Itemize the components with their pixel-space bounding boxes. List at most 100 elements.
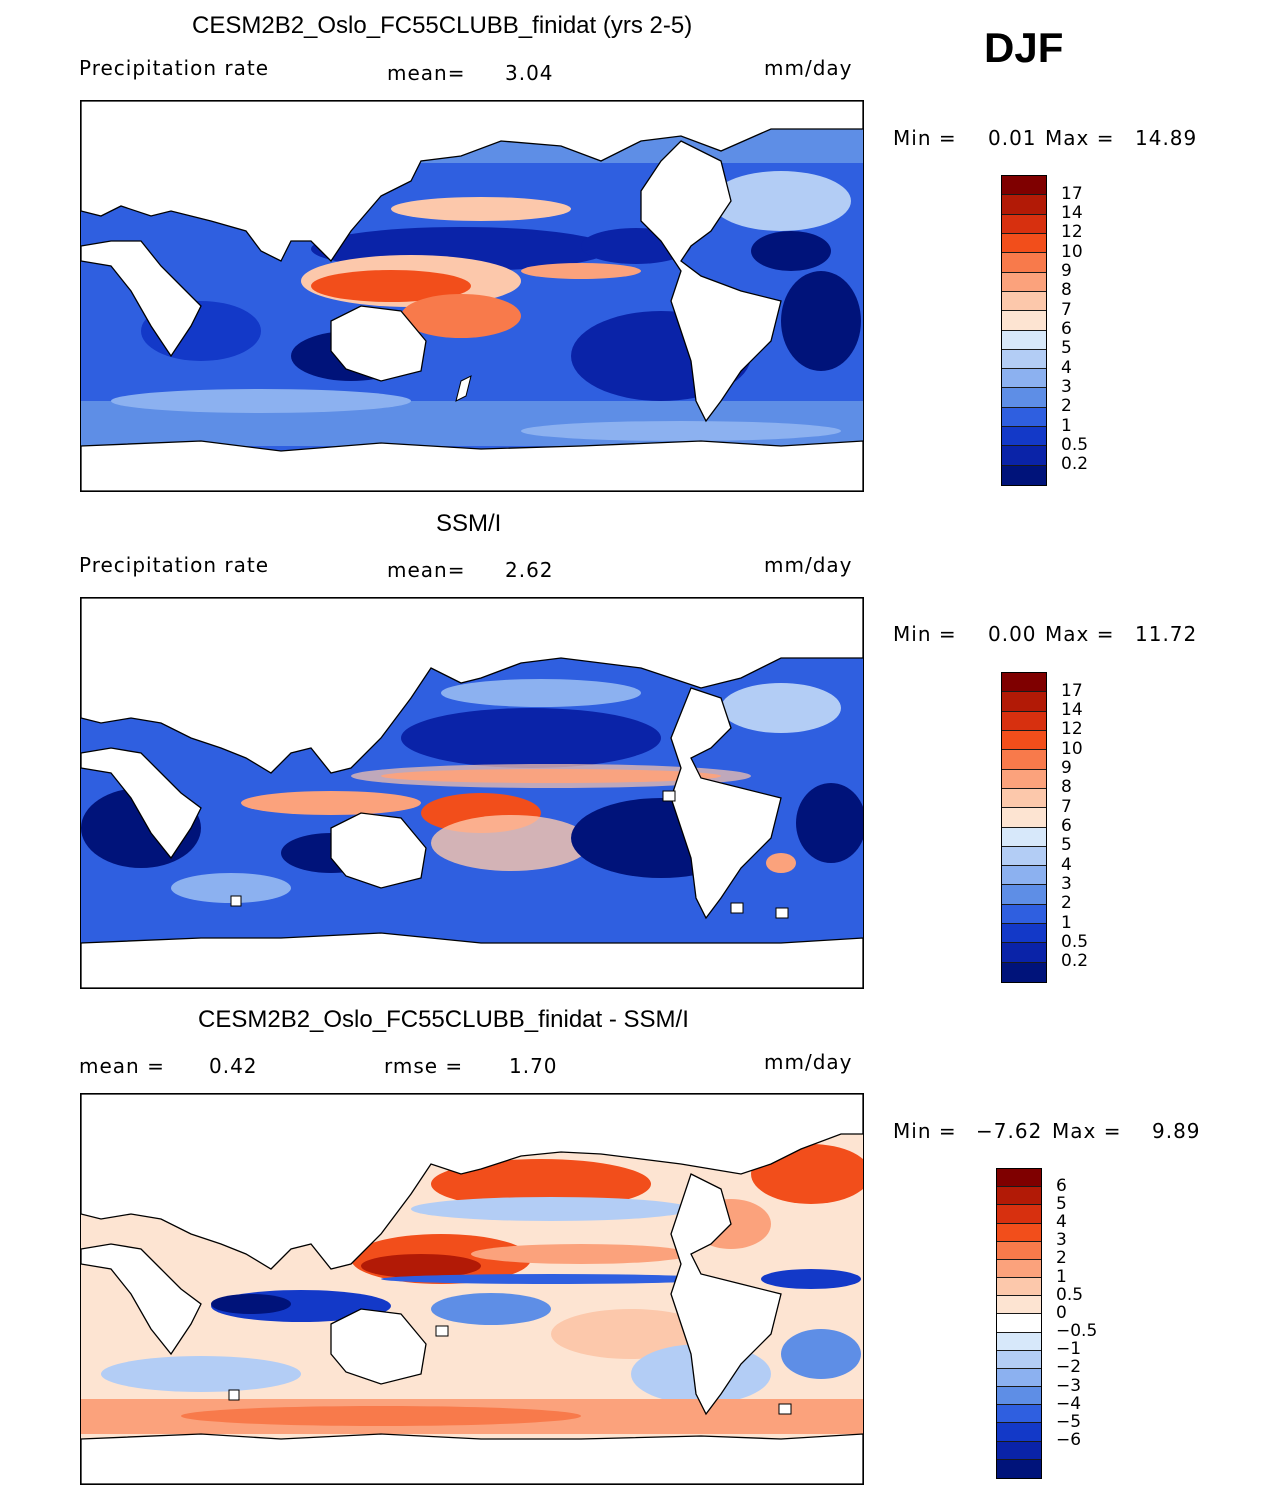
panel-1-min-value: 0.01 [988,126,1037,150]
colorbar-tick-label: 6 [1056,1175,1067,1196]
colorbar-tick-label: 7 [1061,299,1072,320]
colorbar-segment [997,1459,1041,1478]
colorbar-segment [1002,943,1046,963]
colorbar-tick-label: 12 [1061,222,1083,243]
colorbar-segment [1002,253,1046,273]
colorbar-segment [1002,846,1046,867]
colorbar-segment [1002,291,1046,312]
panel-3-mean-value: 0.42 [209,1054,258,1078]
panel-2-map-field [81,598,863,988]
colorbar-segment [997,1350,1041,1369]
colorbar-segment [1002,272,1046,292]
colorbar-segment [997,1441,1041,1460]
panel-2-max-value: 11.72 [1135,622,1198,646]
colorbar-segment [1002,427,1046,447]
colorbar-segment [1002,711,1046,731]
panel-3-colorbar [996,1168,1042,1479]
colorbar-tick-label: 5 [1061,338,1072,359]
colorbar-segment [1002,673,1046,693]
colorbar-segment [1002,750,1046,770]
panel-2-map [80,597,864,989]
colorbar-tick-label: 12 [1061,719,1083,740]
colorbar-tick-label: 4 [1056,1212,1067,1233]
colorbar-tick-label: 2 [1061,893,1072,914]
panel-1-map-field [81,101,863,491]
colorbar-segment [1002,369,1046,389]
colorbar-segment [1002,311,1046,331]
colorbar-tick-label: 7 [1061,796,1072,817]
panel-1-max-label: Max = [1045,126,1115,150]
colorbar-tick-label: 0.5 [1061,931,1089,952]
panel-3-units: mm/day [764,1050,853,1074]
colorbar-segment [997,1332,1041,1351]
panel-1-title: CESM2B2_Oslo_FC55CLUBB_finidat (yrs 2-5) [192,12,693,39]
colorbar-tick-label: 10 [1061,738,1083,759]
colorbar-tick-label: −5 [1056,1411,1082,1432]
colorbar-segment [1002,827,1046,847]
colorbar-segment [1002,446,1046,466]
colorbar-segment [997,1278,1041,1297]
colorbar-tick-label: 5 [1056,1193,1067,1214]
colorbar-tick-label: 2 [1056,1248,1067,1269]
colorbar-tick-label: 3 [1061,376,1072,397]
panel-3-min-label: Min = [893,1119,957,1143]
colorbar-segment [1002,233,1046,254]
panel-2-mean-value: 2.62 [505,558,554,582]
colorbar-segment [997,1405,1041,1424]
colorbar-tick-label: 6 [1061,816,1072,836]
panel-2-min-label: Min = [893,622,957,646]
panel-3-map [80,1093,864,1485]
panel-2-colorbar [1001,672,1047,983]
colorbar-segment [997,1296,1041,1315]
colorbar-tick-label: 4 [1061,854,1072,875]
colorbar-tick-label: 6 [1061,319,1072,339]
colorbar-tick-label: 17 [1061,680,1083,701]
panel-3-mean-label: mean = [79,1054,165,1078]
panel-1-min-label: Min = [893,126,957,150]
panel-2-title: SSM/I [436,510,502,537]
colorbar-tick-label: 9 [1061,261,1072,282]
colorbar-tick-label: 0.5 [1056,1284,1084,1305]
colorbar-segment [1002,866,1046,886]
colorbar-tick-label: 1 [1056,1266,1067,1287]
colorbar-tick-label: −4 [1056,1393,1082,1414]
colorbar-segment [1002,195,1046,215]
colorbar-segment [997,1314,1041,1333]
colorbar-tick-label: 14 [1061,203,1083,224]
colorbar-segment [997,1387,1041,1406]
colorbar-segment [1002,465,1046,485]
panel-3-rmse-label: rmse = [384,1054,464,1078]
colorbar-tick-label: 17 [1061,183,1083,204]
colorbar-segment [997,1169,1041,1188]
colorbar-tick-label: −2 [1056,1357,1082,1378]
panel-1-colorbar [1001,175,1047,486]
colorbar-segment [997,1223,1041,1242]
colorbar-tick-label: −3 [1056,1375,1082,1396]
colorbar-segment [1002,730,1046,751]
panel-2-variable-label: Precipitation rate [79,553,269,577]
colorbar-tick-label: −1 [1056,1339,1082,1360]
colorbar-tick-label: 0.5 [1061,434,1089,455]
panel-1-units: mm/day [764,56,853,80]
panel-2-min-value: 0.00 [988,622,1037,646]
colorbar-tick-label: 2 [1061,396,1072,417]
colorbar-tick-label: 5 [1061,835,1072,856]
colorbar-segment [1002,962,1046,982]
colorbar-tick-label: 14 [1061,700,1083,721]
panel-3-title: CESM2B2_Oslo_FC55CLUBB_finidat - SSM/I [198,1006,689,1033]
colorbar-segment [997,1368,1041,1388]
colorbar-segment [1002,885,1046,905]
panel-2-max-label: Max = [1045,622,1115,646]
panel-3-map-field [81,1094,863,1484]
panel-3-min-value: −7.62 [976,1119,1043,1143]
colorbar-segment [997,1259,1041,1279]
panel-2-units: mm/day [764,553,853,577]
panel-1-mean-value: 3.04 [505,61,554,85]
panel-3-max-label: Max = [1052,1119,1122,1143]
colorbar-segment [1002,330,1046,350]
colorbar-segment [1002,808,1046,828]
colorbar-tick-label: 3 [1061,873,1072,894]
colorbar-segment [1002,349,1046,370]
colorbar-segment [1002,904,1046,925]
colorbar-tick-label: 0.2 [1061,454,1089,475]
